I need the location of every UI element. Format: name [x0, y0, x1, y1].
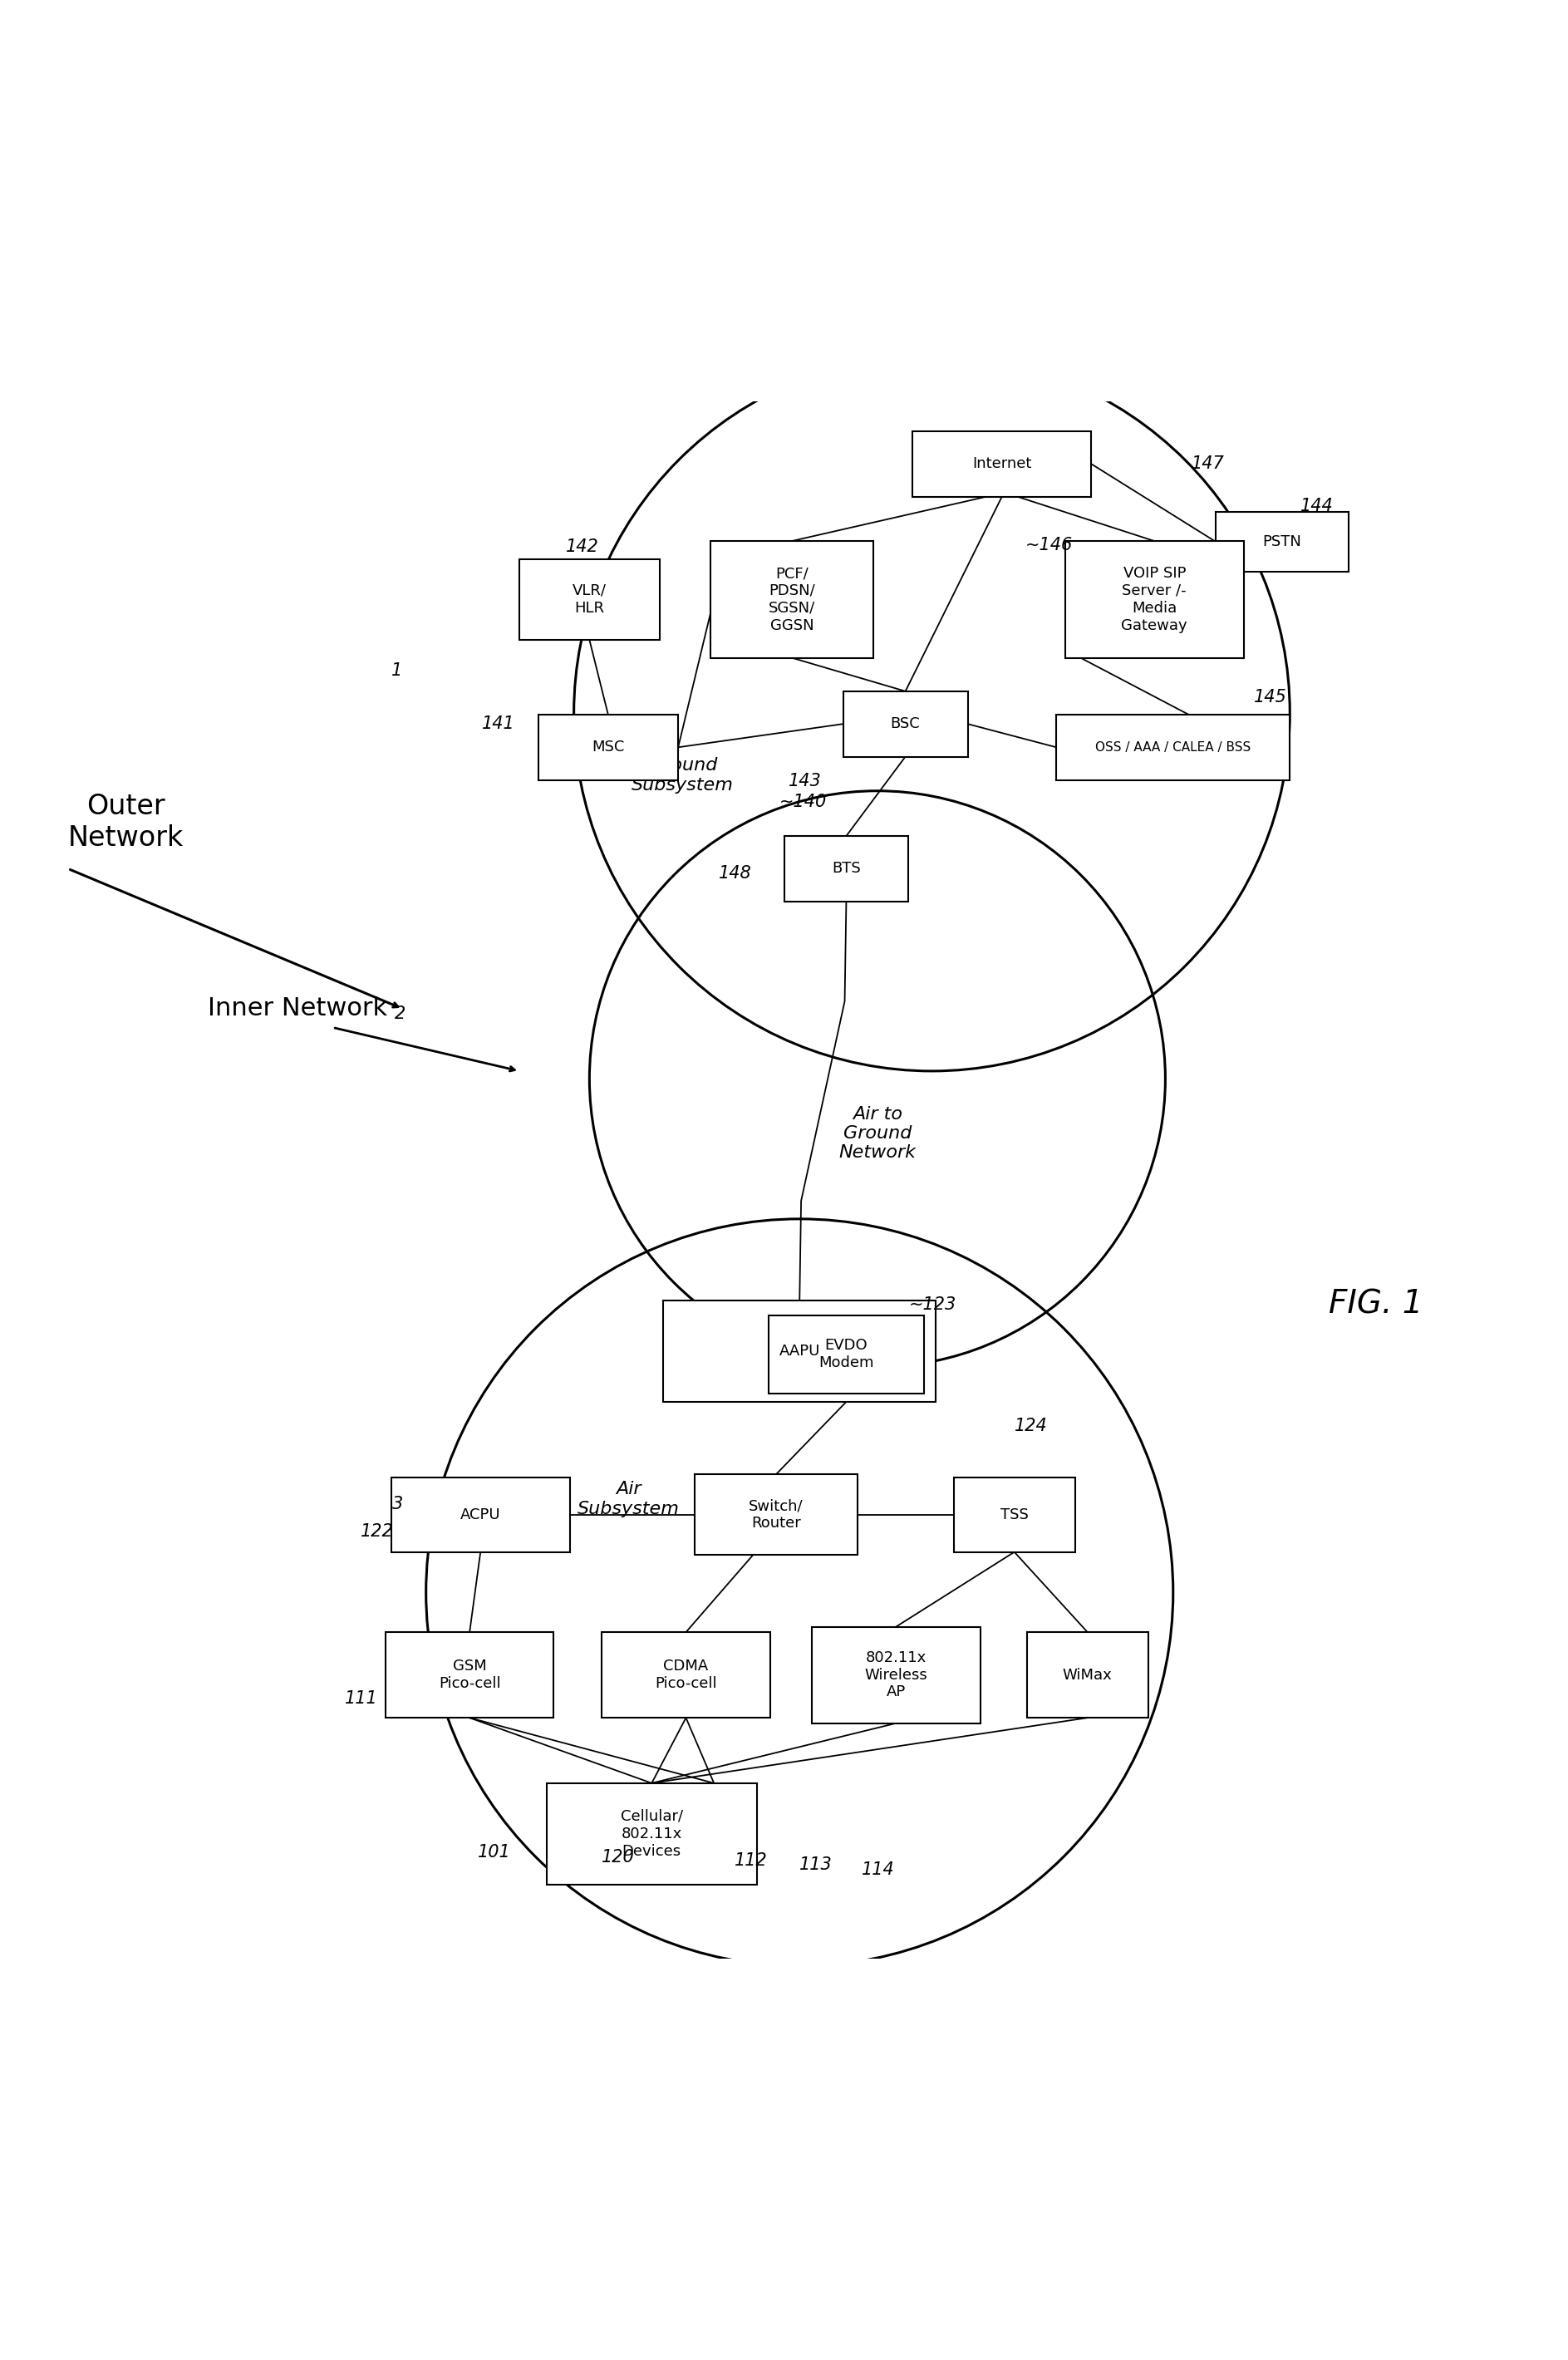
Text: 114: 114: [862, 1862, 895, 1879]
FancyBboxPatch shape: [390, 1477, 571, 1553]
FancyBboxPatch shape: [1215, 512, 1348, 571]
FancyBboxPatch shape: [913, 432, 1091, 496]
Text: WiMax: WiMax: [1063, 1669, 1112, 1683]
Text: BSC: BSC: [891, 717, 920, 732]
Text: 802.11x
Wireless
AP: 802.11x Wireless AP: [864, 1650, 928, 1699]
Text: 3: 3: [392, 1496, 403, 1513]
Text: 122: 122: [361, 1525, 394, 1541]
Text: Internet: Internet: [972, 455, 1032, 472]
FancyBboxPatch shape: [953, 1477, 1076, 1553]
Text: EVDO
Modem: EVDO Modem: [818, 1338, 873, 1371]
Text: 147: 147: [1192, 455, 1225, 472]
FancyBboxPatch shape: [386, 1633, 554, 1718]
FancyBboxPatch shape: [1057, 715, 1290, 779]
Text: MSC: MSC: [591, 739, 624, 755]
Text: 112: 112: [734, 1853, 767, 1869]
Text: PCF/
PDSN/
SGSN/
GGSN: PCF/ PDSN/ SGSN/ GGSN: [768, 566, 815, 632]
Text: AAPU: AAPU: [779, 1343, 820, 1359]
FancyBboxPatch shape: [844, 691, 967, 758]
Text: ~123: ~123: [908, 1296, 956, 1312]
Text: Cellular/
802.11x
Devices: Cellular/ 802.11x Devices: [621, 1810, 684, 1860]
Text: VOIP SIP
Server /-
Media
Gateway: VOIP SIP Server /- Media Gateway: [1121, 566, 1187, 632]
Text: ~146: ~146: [1025, 536, 1073, 552]
FancyBboxPatch shape: [602, 1633, 770, 1718]
Text: Ground
Subsystem: Ground Subsystem: [632, 758, 734, 793]
Text: BTS: BTS: [831, 861, 861, 876]
Text: VLR/
HLR: VLR/ HLR: [572, 583, 607, 616]
Text: CDMA
Pico-cell: CDMA Pico-cell: [655, 1659, 717, 1692]
FancyBboxPatch shape: [547, 1784, 757, 1883]
Text: Switch/
Router: Switch/ Router: [750, 1499, 803, 1532]
Text: Air to
Ground
Network: Air to Ground Network: [839, 1107, 916, 1161]
Text: ACPU: ACPU: [461, 1508, 500, 1522]
FancyBboxPatch shape: [812, 1626, 980, 1723]
FancyBboxPatch shape: [695, 1475, 858, 1555]
Text: 2: 2: [395, 1005, 406, 1022]
Text: Inner Network: Inner Network: [209, 996, 387, 1022]
Text: 101: 101: [477, 1843, 511, 1860]
Text: PSTN: PSTN: [1262, 533, 1301, 550]
Text: 142: 142: [566, 538, 599, 555]
FancyBboxPatch shape: [519, 559, 660, 640]
Text: 124: 124: [1014, 1418, 1047, 1435]
FancyBboxPatch shape: [1027, 1633, 1148, 1718]
Text: 111: 111: [345, 1690, 378, 1706]
Text: OSS / AAA / CALEA / BSS: OSS / AAA / CALEA / BSS: [1096, 741, 1251, 753]
Text: ~140: ~140: [779, 793, 826, 809]
FancyBboxPatch shape: [1065, 540, 1243, 658]
Text: FIG. 1: FIG. 1: [1328, 1289, 1424, 1319]
Text: 1: 1: [392, 663, 403, 680]
Text: 144: 144: [1301, 498, 1334, 514]
Text: 141: 141: [481, 715, 514, 732]
FancyBboxPatch shape: [663, 1300, 936, 1402]
Text: Outer
Network: Outer Network: [67, 793, 183, 852]
Text: 120: 120: [602, 1848, 635, 1864]
Text: 145: 145: [1254, 689, 1287, 706]
Text: TSS: TSS: [1000, 1508, 1029, 1522]
FancyBboxPatch shape: [710, 540, 873, 658]
FancyBboxPatch shape: [768, 1315, 924, 1392]
Text: 113: 113: [800, 1857, 833, 1874]
Text: 148: 148: [718, 866, 751, 883]
FancyBboxPatch shape: [784, 835, 908, 902]
Text: Air
Subsystem: Air Subsystem: [577, 1482, 679, 1517]
FancyBboxPatch shape: [538, 715, 679, 779]
Text: 143: 143: [789, 774, 822, 791]
Text: GSM
Pico-cell: GSM Pico-cell: [439, 1659, 500, 1692]
